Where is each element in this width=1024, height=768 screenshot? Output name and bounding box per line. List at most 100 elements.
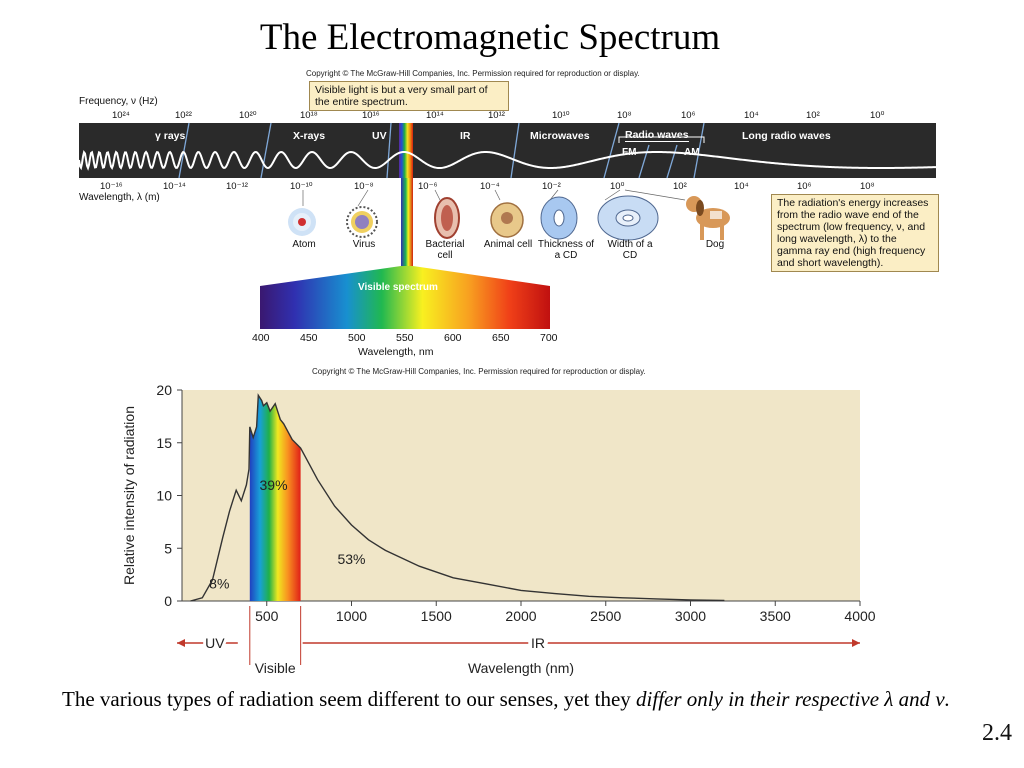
x-tick-label: 3500 — [760, 608, 791, 624]
visible-tick: 500 — [348, 332, 366, 344]
band-label-radio: Radio waves — [625, 129, 689, 142]
band-divider — [638, 144, 650, 178]
frequency-tick: 10¹⁰ — [552, 110, 570, 121]
visible-region-fill — [249, 395, 301, 601]
wavelength-tick: 10² — [673, 181, 687, 192]
wavelength-tick: 10⁰ — [610, 181, 625, 192]
visible-tick: 450 — [300, 332, 318, 344]
caption-emphasis: differ only in their respective λ and ν. — [636, 687, 950, 711]
chart-ylabel: Relative intensity of radiation — [121, 406, 137, 585]
x-tick-label: 500 — [255, 608, 279, 624]
frequency-tick: 10¹² — [488, 110, 505, 121]
wavelength-axis-label: Wavelength, λ (m) — [79, 192, 160, 203]
caption-text: The various types of radiation seem diff… — [62, 687, 637, 711]
object-label-virus: Virus — [352, 239, 376, 250]
visible-spectrum-axis-label: Wavelength, nm — [358, 346, 434, 358]
band-divider — [510, 123, 520, 178]
wavelength-tick: 10⁶ — [797, 181, 812, 192]
band-divider — [693, 123, 705, 178]
virus-icon — [346, 206, 378, 238]
frequency-tick: 10⁰ — [870, 110, 885, 121]
frequency-tick: 10²⁰ — [239, 110, 257, 121]
y-tick-label: 15 — [156, 435, 172, 451]
band-divider — [260, 123, 272, 178]
band-label-uv: UV — [372, 130, 387, 142]
object-label-dog: Dog — [705, 239, 725, 250]
frequency-axis-label: Frequency, ν (Hz) — [79, 96, 158, 107]
object-label-animal-cell: Animal cell — [483, 239, 533, 250]
visible-spectrum-label: Visible spectrum — [358, 282, 438, 293]
frequency-tick: 10⁸ — [617, 110, 632, 121]
frequency-tick: 10²² — [175, 110, 192, 121]
x-tick-label: 1500 — [421, 608, 452, 624]
visible-strip — [399, 123, 413, 178]
band-divider — [603, 123, 620, 178]
chart-xlabel: Wavelength (nm) — [468, 660, 574, 676]
wavelength-tick: 10⁻⁶ — [418, 181, 438, 192]
x-tick-label: 2500 — [590, 608, 621, 624]
frequency-tick: 10² — [806, 110, 820, 121]
radio-bracket — [618, 136, 705, 143]
spectrum-band-graphics — [79, 123, 936, 178]
frequency-tick: 10¹⁶ — [362, 110, 380, 121]
spectrum-band — [79, 123, 936, 178]
object-label-bacterial-cell: Bacterial cell — [425, 239, 465, 261]
slide-number: 2.4 — [982, 720, 1012, 746]
band-label-microwaves: Microwaves — [530, 130, 590, 142]
wavelength-tick: 10⁻⁴ — [480, 181, 500, 192]
y-tick-label: 0 — [164, 593, 172, 609]
caption: The various types of radiation seem diff… — [62, 684, 962, 715]
wavelength-tick: 10⁻¹⁴ — [163, 181, 186, 192]
band-divider — [386, 123, 392, 178]
visible-tick: 400 — [252, 332, 270, 344]
chart-annotations: 8% 39% 53% — [209, 477, 365, 591]
frequency-tick: 10⁴ — [744, 110, 759, 121]
band-label-xrays: X-rays — [293, 130, 326, 142]
cd-width-icon — [597, 195, 659, 241]
page-title: The Electromagnetic Spectrum — [259, 17, 721, 58]
band-label-long-radio: Long radio waves — [742, 130, 831, 142]
band-label-fm: FM — [622, 147, 637, 158]
copyright-top: Copyright © The McGraw-Hill Companies, I… — [306, 69, 640, 78]
wavelength-tick: 10⁴ — [734, 181, 749, 192]
y-tick-label: 5 — [164, 540, 172, 556]
object-label-cd-width: Width of a CD — [607, 239, 653, 261]
energy-note: The radiation's energy increases from th… — [771, 194, 939, 272]
band-divider — [178, 123, 190, 178]
visible-tick: 600 — [444, 332, 462, 344]
chart-annotation: 39% — [260, 477, 288, 493]
visible-region-label: Visible — [255, 660, 296, 676]
wavelength-tick: 10⁻⁸ — [354, 181, 374, 192]
x-tick-label: 2000 — [505, 608, 536, 624]
object-label-atom: Atom — [292, 239, 316, 250]
bacterial-cell-icon — [434, 197, 460, 239]
band-label-am: AM — [684, 147, 700, 158]
dog-icon — [686, 196, 730, 240]
frequency-tick: 10²⁴ — [112, 110, 130, 121]
copyright-bottom: Copyright © The McGraw-Hill Companies, I… — [312, 367, 646, 376]
visible-light-note: Visible light is but a very small part o… — [309, 81, 509, 111]
wavelength-tick: 10⁻¹² — [226, 181, 248, 192]
y-tick-label: 20 — [156, 382, 172, 398]
band-label-ir: IR — [460, 130, 471, 142]
atom-icon — [288, 208, 316, 236]
chart-regions: UV IR Visible — [177, 606, 860, 676]
x-tick-label: 1000 — [336, 608, 367, 624]
y-tick-label: 10 — [156, 488, 172, 504]
wavelength-tick: 10⁸ — [860, 181, 875, 192]
visible-tick: 700 — [540, 332, 558, 344]
wavelength-tick: 10⁻² — [542, 181, 561, 192]
band-divider — [666, 144, 678, 178]
animal-cell-icon — [490, 202, 524, 238]
uv-region-label: UV — [205, 635, 225, 651]
band-label-gamma: γ rays — [155, 130, 186, 142]
wavelength-tick: 10⁻¹⁶ — [100, 181, 123, 192]
visible-tick: 550 — [396, 332, 414, 344]
visible-spectrum-graphic — [260, 178, 550, 329]
ir-arrowhead — [852, 639, 860, 647]
frequency-tick: 10¹⁸ — [300, 110, 318, 121]
chart-annotation: 53% — [337, 551, 365, 567]
chart-ticks: 0 5 10 15 20 500 1000 1500 2000 2500 3000 3500 4000 — [156, 382, 875, 624]
frequency-tick: 10¹⁴ — [426, 110, 444, 121]
